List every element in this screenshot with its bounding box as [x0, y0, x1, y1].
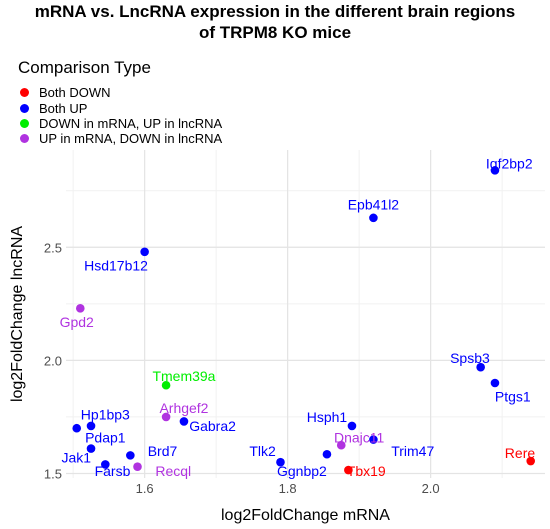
data-point — [526, 456, 536, 466]
legend-label: UP in mRNA, DOWN in lncRNA — [39, 130, 223, 146]
data-point — [75, 304, 85, 313]
data-point — [86, 444, 96, 453]
legend-title: Comparison Type — [18, 58, 151, 77]
data-point — [490, 378, 500, 388]
x-tick-label: 1.8 — [279, 481, 297, 496]
y-tick-label: 1.5 — [44, 466, 62, 481]
data-point — [126, 451, 135, 460]
data-point — [161, 380, 171, 390]
point-label: Rere — [505, 445, 536, 461]
data-point — [476, 362, 485, 372]
point-label: Jak1 — [61, 450, 91, 466]
legend-swatch — [20, 87, 29, 97]
point-label: Tmem39a — [152, 368, 215, 384]
data-point — [490, 166, 500, 175]
x-axis-label: log2FoldChange mRNA — [221, 507, 390, 524]
chart-title: mRNA vs. LncRNA expression in the differ… — [34, 2, 516, 21]
data-point — [133, 462, 142, 471]
legend-item-up-mrna-down-lncrna: UP in mRNA, DOWN in lncRNA — [18, 130, 222, 146]
data-point — [72, 423, 82, 433]
data-point — [161, 412, 171, 422]
point-label: Hp1bp3 — [81, 407, 130, 423]
y-axis-label: log2FoldChange lncRNA — [9, 226, 26, 402]
x-tick-label: 1.6 — [136, 481, 154, 496]
data-point — [179, 417, 189, 426]
point-label: Brd7 — [148, 443, 178, 459]
legend-item-both-up: Both UP — [18, 100, 87, 116]
point-label: Trim47 — [391, 443, 434, 459]
point-label: Hsph1 — [307, 409, 348, 425]
data-point — [86, 421, 96, 431]
y-tick-label: 2.0 — [44, 353, 62, 368]
legend-swatch — [20, 118, 29, 128]
point-label: Dnajc11 — [334, 429, 385, 445]
legend-swatch — [20, 103, 29, 113]
data-point — [101, 460, 110, 469]
point-label: Ggnbp2 — [277, 463, 327, 479]
point-label: Igf2bp2 — [486, 156, 533, 172]
point-label: Recql — [155, 463, 191, 479]
point-label: Spsb3 — [450, 350, 490, 366]
data-point — [336, 440, 346, 450]
point-label: Gabra2 — [189, 418, 236, 434]
data-point — [322, 449, 332, 459]
legend-item-down-mrna-up-lncrna: DOWN in mRNA, UP in lncRNA — [18, 115, 222, 131]
point-label: Pdap1 — [85, 429, 126, 445]
point-label: Arhgef2 — [159, 400, 208, 416]
legend-label: Both DOWN — [39, 84, 111, 100]
data-point — [369, 213, 378, 223]
chart-subtitle: of TRPM8 KO mice — [198, 23, 352, 42]
data-point — [347, 421, 357, 431]
point-label: Gpd2 — [60, 314, 94, 330]
point-label: Tlk2 — [249, 443, 276, 459]
legend-item-both-down: Both DOWN — [18, 84, 111, 100]
legend-label: DOWN in mRNA, UP in lncRNA — [39, 115, 223, 131]
point-label: Epb41l2 — [348, 196, 400, 212]
point-label: Farsb — [95, 463, 131, 479]
data-point — [276, 457, 285, 467]
data-point — [369, 435, 378, 444]
legend-label: Both UP — [39, 100, 88, 116]
data-point — [140, 247, 149, 257]
legend-swatch — [20, 133, 29, 143]
data-point — [344, 465, 353, 475]
y-tick-label: 2.5 — [44, 240, 62, 255]
x-tick-label: 2.0 — [422, 481, 440, 496]
point-label: Ptgs1 — [495, 389, 531, 405]
point-label: Tbx19 — [347, 463, 386, 479]
point-label: Hsd17b12 — [84, 257, 148, 273]
